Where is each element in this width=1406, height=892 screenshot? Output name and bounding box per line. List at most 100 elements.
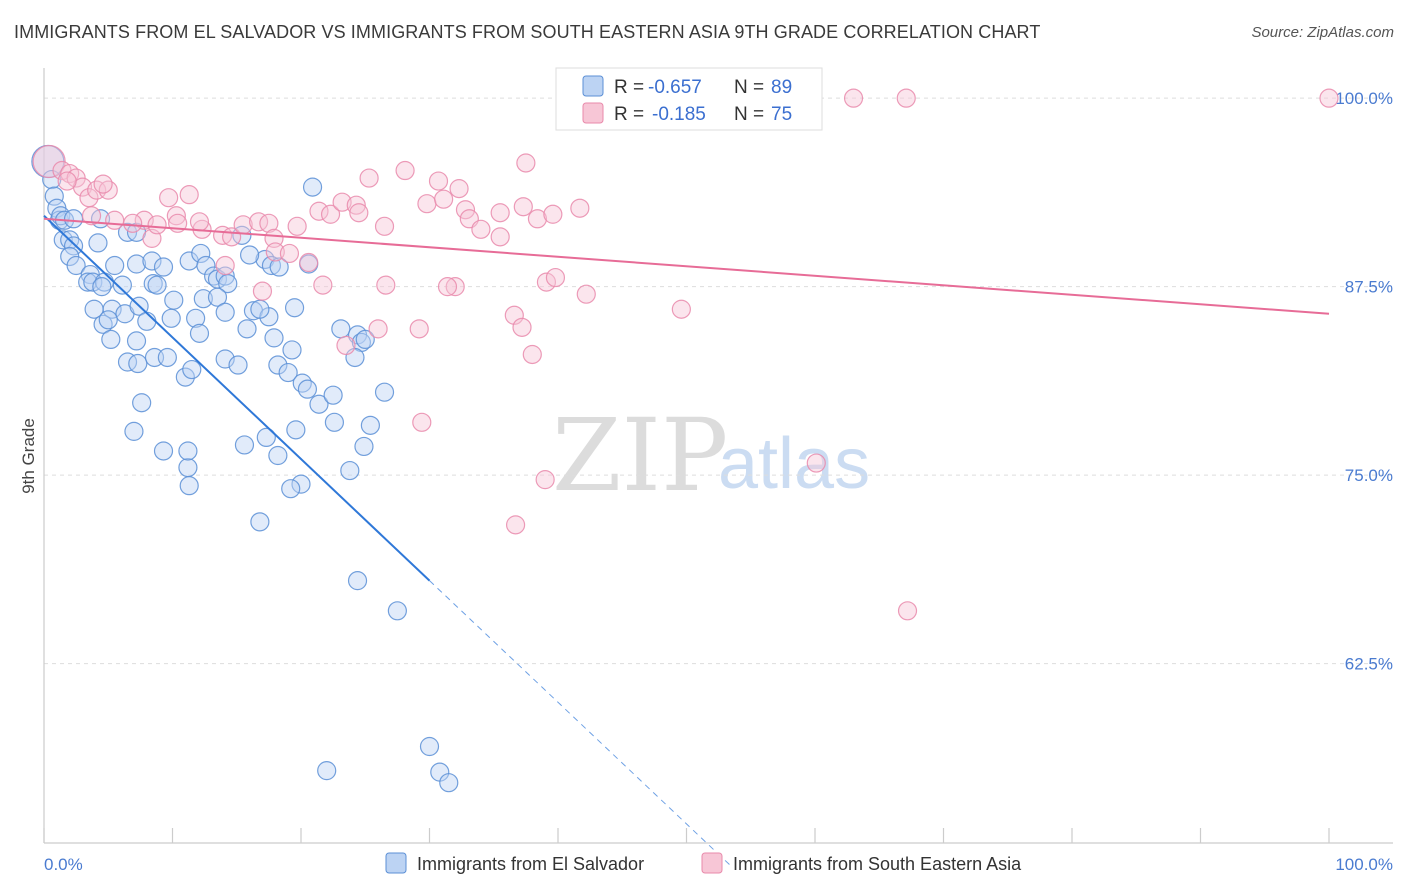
point-el-salvador <box>63 236 84 256</box>
point-el-salvador <box>419 736 440 757</box>
point-el-salvador <box>137 311 157 331</box>
point-el-salvador <box>250 512 270 532</box>
point-el-salvador <box>347 571 368 591</box>
point-southeast-asia <box>504 305 524 325</box>
bottom-legend-swatch-pink <box>701 852 723 874</box>
point-southeast-asia <box>449 179 469 199</box>
point-el-salvador <box>291 474 311 494</box>
x-tick-labels: 0.0% 100.0% <box>44 855 1393 874</box>
point-el-salvador <box>292 373 312 393</box>
point-southeast-asia <box>332 192 352 212</box>
point-southeast-asia <box>299 252 319 273</box>
bottom-legend-label-pink: Immigrants from South Eastern Asia <box>733 854 1022 874</box>
point-southeast-asia <box>81 206 102 226</box>
point-southeast-asia <box>505 515 526 535</box>
point-el-salvador <box>179 476 199 496</box>
point-southeast-asia <box>516 153 536 173</box>
point-el-salvador <box>124 421 144 441</box>
point-southeast-asia <box>320 204 341 224</box>
y-tick-label: 62.5% <box>1345 655 1393 674</box>
bottom-legend-swatch-blue <box>385 852 407 874</box>
point-el-salvador <box>78 272 98 292</box>
point-el-salvador <box>142 251 162 271</box>
point-el-salvador <box>207 287 228 307</box>
point-southeast-asia <box>445 277 465 297</box>
point-southeast-asia <box>159 188 179 208</box>
point-el-salvador <box>286 420 306 440</box>
point-southeast-asia <box>179 185 199 205</box>
point-el-salvador <box>182 359 202 380</box>
watermark-zip: ZIP <box>552 397 728 514</box>
point-southeast-asia <box>512 317 532 337</box>
point-el-salvador <box>331 319 351 339</box>
y-axis-label: 9th Grade <box>19 418 38 494</box>
point-southeast-asia <box>535 470 555 490</box>
point-el-salvador <box>63 209 84 229</box>
point-el-salvador <box>126 331 147 351</box>
point-el-salvador <box>189 323 210 343</box>
point-el-salvador <box>102 299 122 319</box>
point-el-salvador <box>324 412 345 432</box>
point-southeast-asia <box>522 344 542 365</box>
point-el-salvador <box>340 460 360 481</box>
point-el-salvador <box>44 186 64 206</box>
point-el-salvador <box>92 277 112 297</box>
point-southeast-asia <box>412 412 432 432</box>
point-southeast-asia <box>368 319 388 339</box>
point-southeast-asia <box>374 216 395 236</box>
point-el-salvador <box>234 435 255 455</box>
axes <box>43 68 1393 844</box>
bottom-legend: Immigrants from El Salvador Immigrants f… <box>385 852 1022 874</box>
point-southeast-asia <box>897 601 918 621</box>
point-el-salvador <box>250 299 270 319</box>
point-el-salvador <box>186 308 206 328</box>
point-southeast-asia <box>233 215 253 235</box>
point-southeast-asia <box>346 195 366 215</box>
point-southeast-asia <box>147 215 167 235</box>
legend-n-label-pink: N = <box>734 104 764 125</box>
point-southeast-asia <box>98 180 118 200</box>
point-southeast-asia <box>490 203 510 223</box>
point-el-salvador <box>157 347 177 368</box>
point-southeast-asia <box>437 277 458 297</box>
point-el-salvador <box>256 427 276 448</box>
trend-line-extension <box>429 580 732 867</box>
point-el-salvador <box>215 302 235 322</box>
point-el-salvador <box>228 355 248 375</box>
point-el-salvador <box>83 272 103 292</box>
point-el-salvador <box>439 773 459 793</box>
legend-n-value-pink: 75 <box>771 104 792 125</box>
point-el-salvador <box>281 479 301 499</box>
point-southeast-asia <box>93 174 113 194</box>
point-southeast-asia <box>313 275 333 295</box>
point-el-salvador <box>178 457 198 478</box>
point-el-salvador <box>240 245 260 265</box>
point-southeast-asia <box>843 88 864 108</box>
point-el-salvador <box>215 266 235 286</box>
y-tick-label: 100.0% <box>1335 89 1393 108</box>
point-southeast-asia <box>896 88 916 108</box>
point-el-salvador <box>88 233 108 253</box>
point-southeast-asia <box>264 228 284 248</box>
point-el-salvador <box>101 329 121 350</box>
point-southeast-asia <box>671 299 691 319</box>
point-southeast-asia <box>336 335 356 356</box>
x-tick-label-max: 100.0% <box>1335 855 1393 874</box>
point-el-salvador <box>153 441 174 461</box>
source-label: Source: ZipAtlas.com <box>1251 24 1394 41</box>
y-tick-label: 87.5% <box>1345 278 1393 297</box>
y-tick-label: 75.0% <box>1345 466 1393 485</box>
watermark-atlas: atlas <box>718 424 870 504</box>
y-tick-labels: 100.0% 87.5% 75.0% 62.5% <box>1335 89 1393 673</box>
point-el-salvador <box>153 257 174 277</box>
point-el-salvador <box>360 415 380 435</box>
point-southeast-asia <box>490 227 510 247</box>
point-southeast-asia <box>279 243 300 264</box>
point-southeast-asia <box>513 197 533 217</box>
point-southeast-asia <box>434 189 454 209</box>
point-el-salvador <box>178 441 198 461</box>
point-southeast-asia <box>349 203 369 223</box>
point-southeast-asia <box>806 453 826 473</box>
point-el-salvador <box>132 393 152 413</box>
point-el-salvador <box>117 352 138 372</box>
